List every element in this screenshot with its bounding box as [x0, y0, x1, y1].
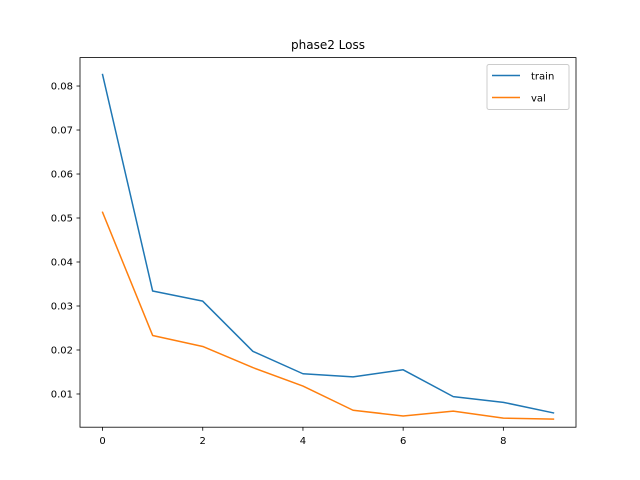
y-tick-label: 0.03 — [51, 302, 73, 313]
x-tick-label: 2 — [200, 436, 206, 447]
legend: train val — [486, 64, 570, 110]
y-tick-label: 0.02 — [51, 346, 73, 357]
series-line-val — [101, 211, 555, 420]
chart-title: phase2 Loss — [291, 38, 365, 52]
y-tick-label: 0.07 — [51, 126, 73, 137]
legend-box — [486, 64, 570, 110]
x-tick-label: 0 — [99, 436, 105, 447]
y-tick-label: 0.04 — [51, 258, 73, 269]
y-tick-label: 0.01 — [51, 390, 73, 401]
plot-frame — [79, 57, 577, 428]
series-line-train — [101, 73, 555, 414]
y-axis-ticks: 0.01 0.02 0.03 0.04 0.05 0.06 0.07 0.08 — [51, 82, 80, 401]
y-tick-label: 0.05 — [51, 214, 73, 225]
legend-label-val: val — [531, 94, 546, 105]
x-tick-label: 6 — [400, 436, 406, 447]
x-tick-label: 8 — [500, 436, 506, 447]
x-axis-ticks: 0 2 4 6 8 — [99, 427, 507, 447]
legend-label-train: train — [531, 72, 554, 83]
y-tick-label: 0.08 — [51, 82, 73, 93]
x-tick-label: 4 — [300, 436, 306, 447]
plot-area — [80, 57, 576, 428]
y-tick-label: 0.06 — [51, 170, 73, 181]
series-lines — [101, 73, 555, 420]
